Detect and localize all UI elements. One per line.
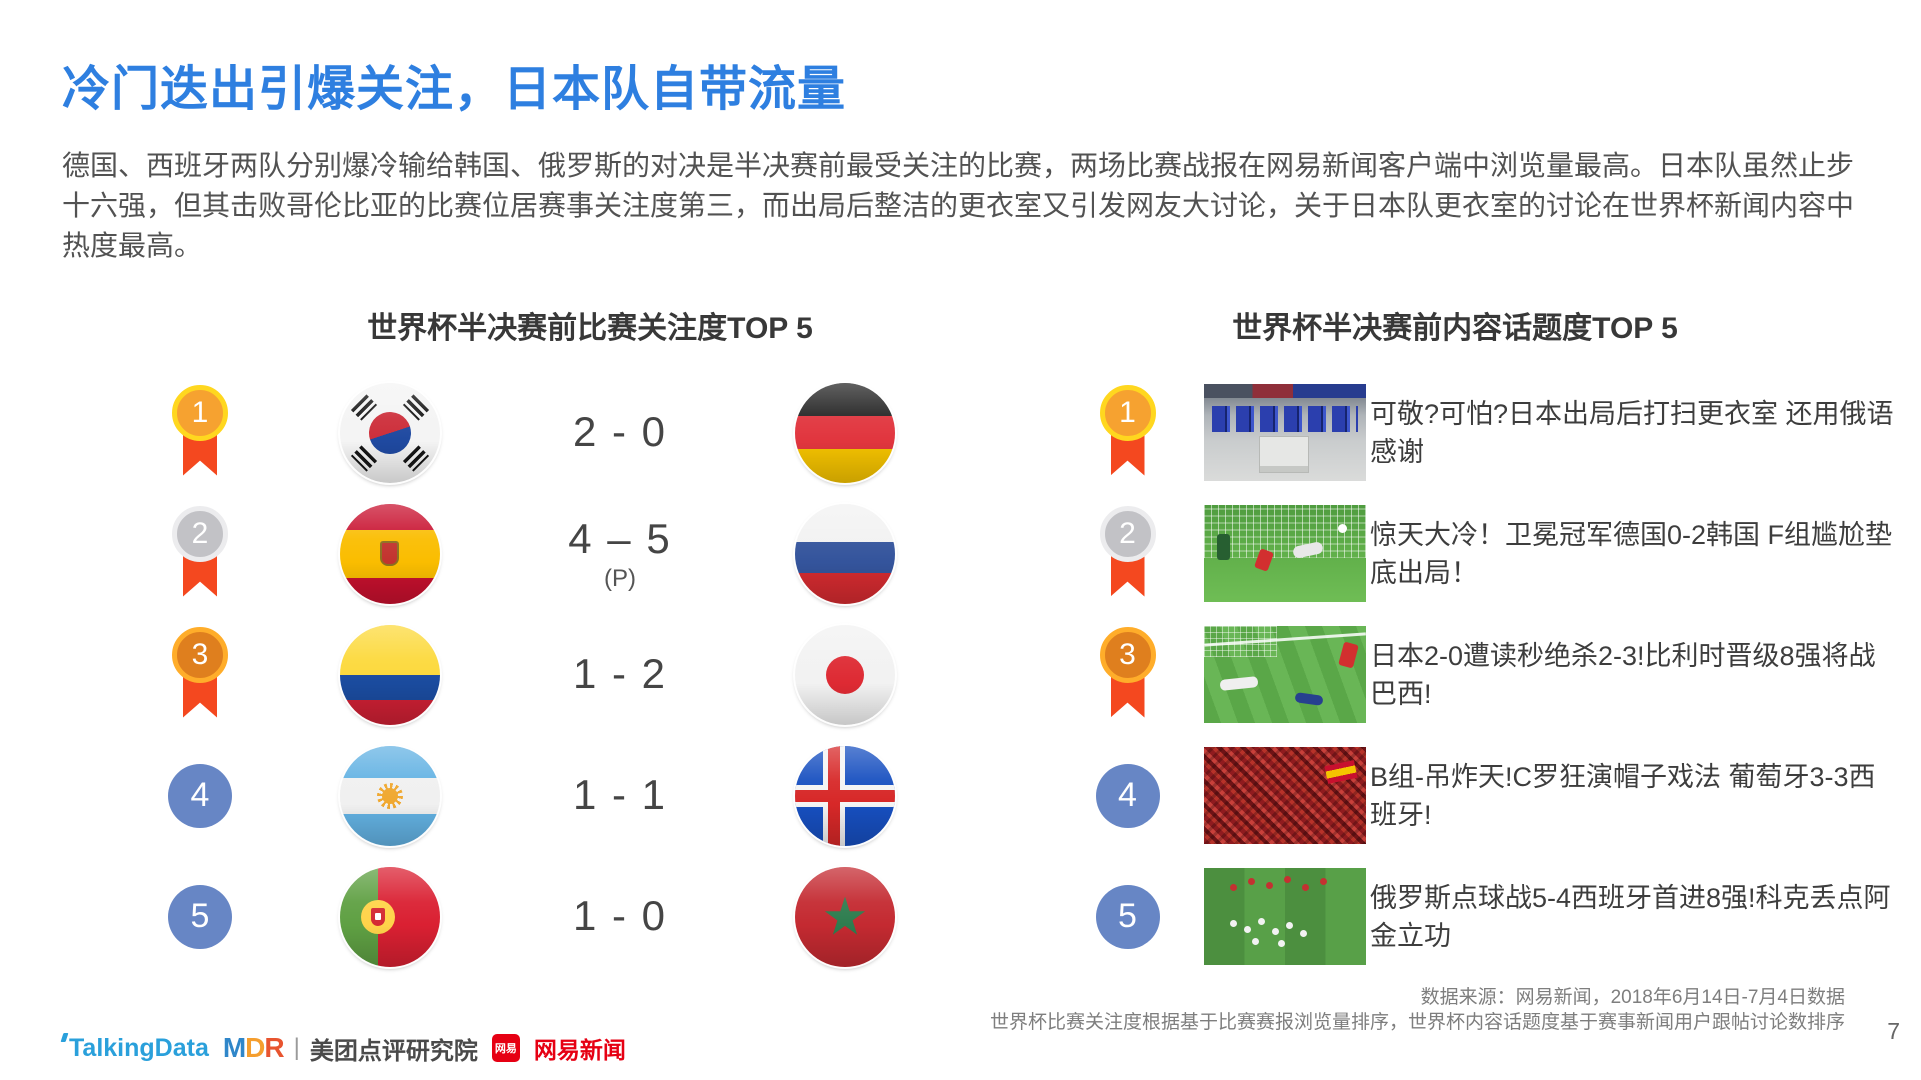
topic-row-4: 4 B组-吊炸天!C罗狂演帽子戏法 葡萄牙3-3西班牙! [1060,735,1905,856]
intro-text: 德国、西班牙两队分别爆冷输给韩国、俄罗斯的对决是半决赛前最受关注的比赛，两场比赛… [62,150,1855,261]
topic-row-3: 3 日本2-0遭读秒绝杀2-3!比利时晋级8强将战巴西! [1060,614,1905,735]
match-score: 4 – 5 [568,514,672,562]
silver-medal-icon: 2 [172,505,228,602]
news-headline: B组-吊炸天!C罗狂演帽子戏法 葡萄牙3-3西班牙! [1370,761,1876,830]
japan-belgium-match-photo [1204,626,1366,723]
flag-argentina-icon [340,745,440,846]
bronze-medal-icon: 3 [1099,626,1156,723]
rank-number: 3 [172,626,228,683]
rank-badge: 4 [1095,763,1160,828]
match-row-5: 5 1 - 0 [130,856,960,977]
match-row-2: 2 4 – 5 (P) [130,493,960,614]
talkingdata-logo: TalkingData [60,1032,209,1063]
netease-news-logo: 网易新闻 [533,1037,626,1063]
data-source-note: 数据来源：网易新闻，2018年6月14日-7月4日数据 世界杯比赛关注度根据基于… [990,985,1845,1035]
flag-russia-icon [795,503,895,604]
match-score: 1 - 1 [572,770,668,818]
rank-badge: 5 [168,884,232,949]
source-line-2: 世界杯比赛关注度根据基于比赛赛报浏览量排序，世界杯内容话题度基于赛事新闻用户跟帖… [989,1012,1845,1033]
flag-spain-icon [340,503,440,604]
news-headline: 惊天大冷！卫冕冠军德国0-2韩国 F组尴尬垫底出局！ [1370,519,1893,588]
gold-medal-icon: 1 [172,384,228,481]
rank-badge: 5 [1095,884,1160,949]
flag-morocco-icon [795,866,895,967]
news-headline: 俄罗斯点球战5-4西班牙首进8强!科克丢点阿金立功 [1370,882,1891,951]
gold-medal-icon: 1 [1099,384,1156,481]
match-score: 1 - 2 [572,649,668,697]
page-number: 7 [1887,1018,1900,1044]
news-headline: 可敬?可怕?日本出局后打扫更衣室 还用俄语感谢 [1370,398,1894,467]
match-row-3: 3 1 - 2 [130,614,960,735]
source-line-1: 数据来源：网易新闻，2018年6月14日-7月4日数据 [1420,987,1845,1008]
topic-ranking-list: 1 可敬?可怕?日本出局后打扫更衣室 还用俄语感谢 2 惊天大冷！卫冕冠军德国0… [1060,372,1905,977]
rank-number: 2 [1099,505,1156,562]
page-title: 冷门迭出引爆关注，日本队自带流量 [62,63,847,116]
topic-row-1: 1 可敬?可怕?日本出局后打扫更衣室 还用俄语感谢 [1060,372,1905,493]
russia-spain-celebration-photo [1204,868,1366,965]
flag-iceland-icon [795,745,895,846]
score-note: (P) [603,564,636,592]
talkingdata-tick-icon [60,1032,69,1042]
bronze-medal-icon: 3 [172,626,228,723]
rank-number: 3 [1099,626,1156,683]
portugal-spain-fans-photo [1204,747,1366,844]
rank-number: 2 [172,505,228,562]
meituan-dianping-institute-logo: 美团点评研究院 [309,1037,478,1065]
match-row-1: 1 2 - 0 [130,372,960,493]
left-panel-header: 世界杯半决赛前比赛关注度TOP 5 [367,312,813,345]
news-headline: 日本2-0遭读秒绝杀2-3!比利时晋级8强将战巴西! [1370,640,1876,709]
flag-colombia-icon [340,624,440,725]
match-score: 2 - 0 [572,407,668,455]
silver-medal-icon: 2 [1099,505,1156,602]
rank-badge: 4 [168,763,232,828]
flag-japan-icon [795,624,895,725]
flag-south-korea-icon [340,382,440,483]
flag-germany-icon [795,382,895,483]
match-row-4: 4 1 - 1 [130,735,960,856]
germany-korea-match-photo [1204,505,1366,602]
logo-separator: | [293,1034,300,1061]
flag-portugal-icon [340,866,440,967]
rank-number: 1 [172,384,228,441]
mdr-logo: MDR [222,1032,285,1063]
topic-row-2: 2 惊天大冷！卫冕冠军德国0-2韩国 F组尴尬垫底出局！ [1060,493,1905,614]
footer-logos: TalkingData MDR | 美团点评研究院 网易 网易新闻 [60,1032,626,1065]
japan-locker-room-photo [1204,384,1366,481]
match-ranking-list: 1 2 - 0 2 4 – 5 (P) 3 1 - 2 4 1 - 1 5 1 [130,372,960,977]
rank-number: 1 [1099,384,1156,441]
match-score: 1 - 0 [572,891,668,939]
right-panel-header: 世界杯半决赛前内容话题度TOP 5 [1232,312,1678,345]
topic-row-5: 5 俄罗斯点球战5-4西班牙首进8强!科克丢点阿金立功 [1060,856,1905,977]
netease-app-icon: 网易 [491,1034,520,1062]
